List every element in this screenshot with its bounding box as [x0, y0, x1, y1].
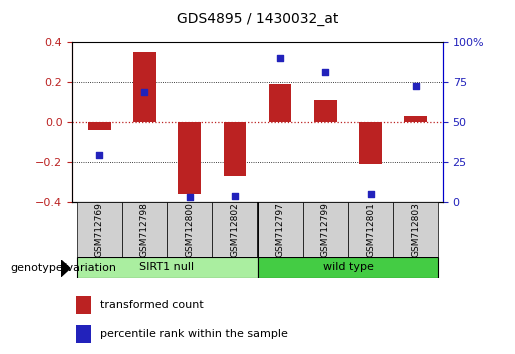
Point — [95, 152, 104, 158]
Text: transformed count: transformed count — [100, 299, 203, 310]
Text: GSM712799: GSM712799 — [321, 202, 330, 257]
Bar — [269, 84, 291, 122]
Bar — [258, 202, 303, 257]
Point — [231, 193, 239, 199]
Bar — [359, 122, 382, 164]
Text: GSM712800: GSM712800 — [185, 202, 194, 257]
Bar — [224, 122, 246, 176]
Bar — [76, 296, 91, 314]
Bar — [404, 116, 427, 122]
Text: genotype/variation: genotype/variation — [10, 263, 116, 273]
Bar — [348, 202, 393, 257]
Point — [411, 84, 420, 89]
Text: GSM712801: GSM712801 — [366, 202, 375, 257]
Point — [321, 69, 330, 75]
Bar — [77, 257, 258, 278]
Bar — [393, 202, 438, 257]
Bar — [88, 122, 111, 130]
Bar — [212, 202, 258, 257]
Text: GSM712803: GSM712803 — [411, 202, 420, 257]
Point — [140, 90, 148, 95]
Bar — [77, 202, 122, 257]
Bar — [303, 202, 348, 257]
Bar — [133, 52, 156, 122]
Text: GSM712797: GSM712797 — [276, 202, 285, 257]
Text: GSM712769: GSM712769 — [95, 202, 104, 257]
Point — [276, 56, 284, 61]
Bar — [314, 100, 337, 122]
Bar — [122, 202, 167, 257]
Polygon shape — [61, 260, 70, 277]
Bar — [167, 202, 212, 257]
Bar — [258, 257, 438, 278]
Bar — [178, 122, 201, 194]
Point — [367, 191, 375, 197]
Text: wild type: wild type — [322, 262, 373, 272]
Text: GSM712798: GSM712798 — [140, 202, 149, 257]
Text: GDS4895 / 1430032_at: GDS4895 / 1430032_at — [177, 12, 338, 27]
Point — [185, 194, 194, 200]
Text: percentile rank within the sample: percentile rank within the sample — [100, 329, 288, 339]
Text: SIRT1 null: SIRT1 null — [140, 262, 195, 272]
Bar — [76, 325, 91, 343]
Text: GSM712802: GSM712802 — [230, 202, 239, 257]
